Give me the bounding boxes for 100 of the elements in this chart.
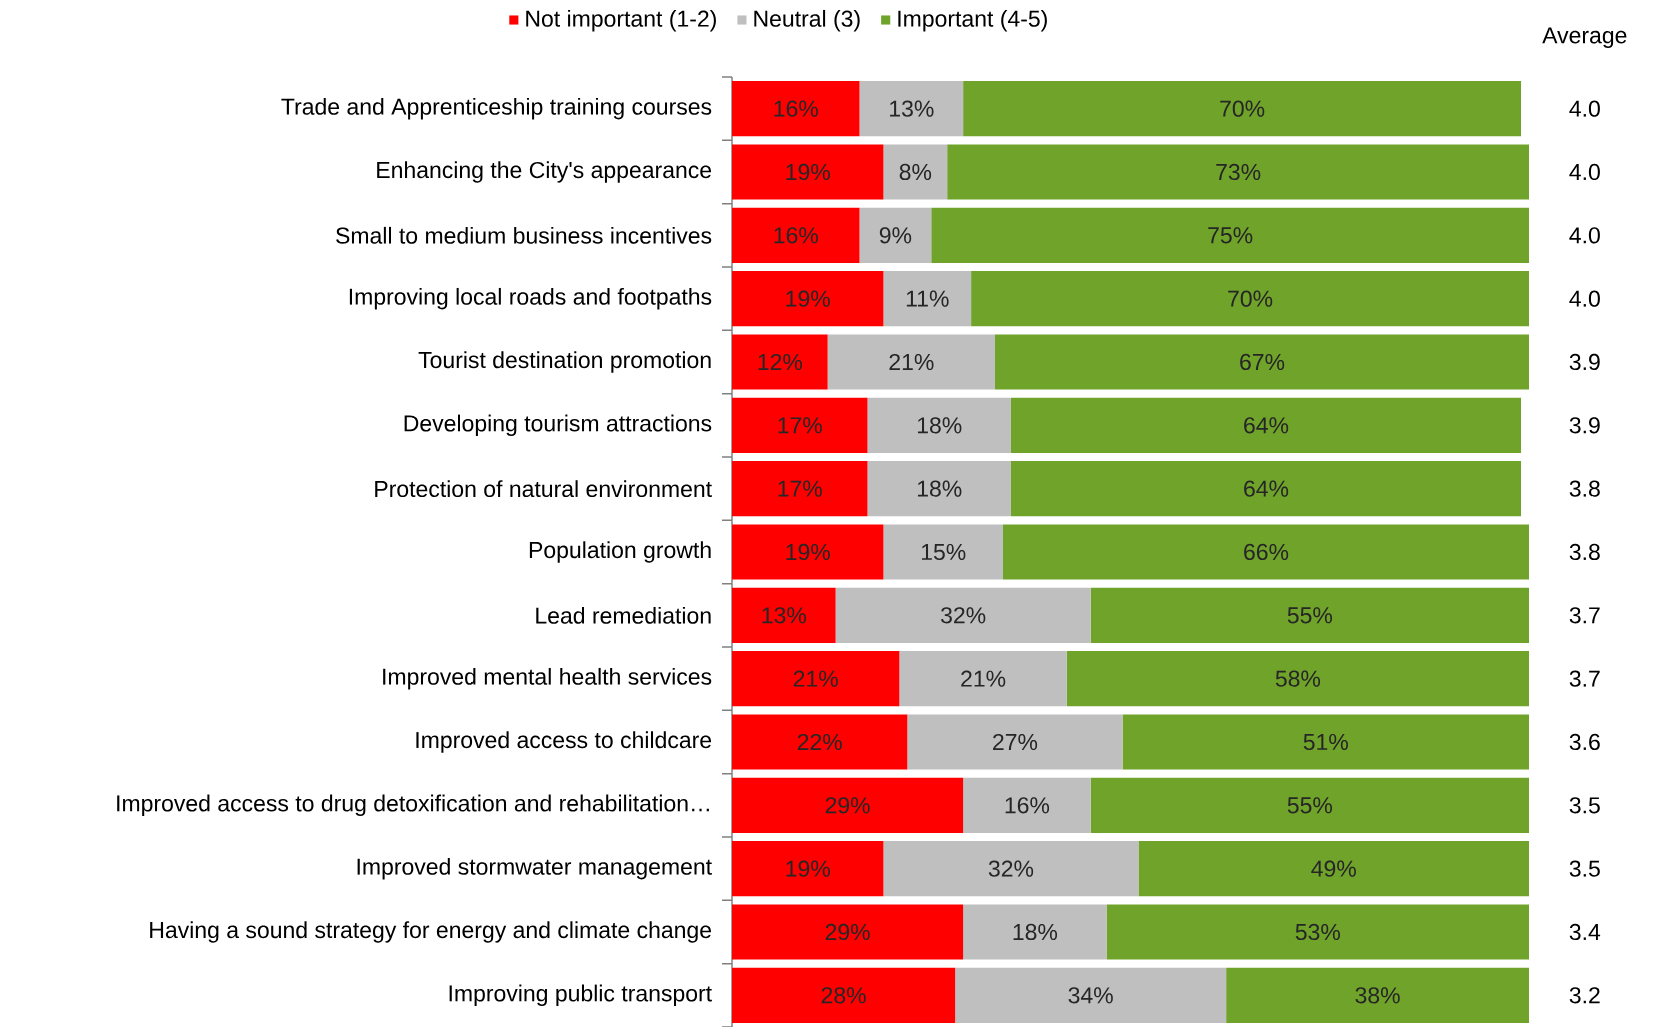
bar (1138, 841, 1529, 897)
bar (931, 207, 1529, 263)
data-label: 55% (1287, 607, 1333, 624)
data-label: 58% (1275, 670, 1321, 687)
data-label: 67% (1240, 353, 1285, 371)
bar (732, 651, 900, 707)
bar (732, 144, 884, 200)
bar (1002, 524, 1529, 580)
y-tick-label: Developing tourism attractions (404, 414, 712, 437)
text: 3.2 (1569, 987, 1600, 1004)
text: Average (1542, 27, 1627, 49)
bar (955, 967, 1227, 1023)
data-label: 49% (1311, 860, 1356, 877)
bar (1106, 904, 1529, 960)
data-label: 66% (1244, 543, 1289, 561)
data-label: 21% (793, 670, 838, 687)
bar (732, 334, 828, 390)
bar (732, 841, 884, 897)
y-tick-label: Improving local roads and footpaths (349, 287, 712, 310)
data-label: 51% (1303, 733, 1348, 751)
bar (732, 967, 956, 1023)
bar (963, 904, 1107, 960)
bar (732, 271, 884, 327)
bar (732, 397, 868, 453)
y-tick-label: Improved mental health services (383, 667, 712, 690)
data-label: 13% (762, 607, 807, 624)
data-label: 12% (758, 353, 803, 371)
bar (732, 207, 860, 263)
data-label: 34% (1068, 987, 1113, 1004)
data-label: 53% (1295, 923, 1340, 941)
data-label: 70% (1228, 290, 1273, 307)
data-label: 13% (890, 100, 934, 117)
data-label: 70% (1220, 100, 1265, 117)
bar (732, 777, 964, 833)
text: 3.5 (1569, 860, 1600, 877)
data-label: 32% (988, 860, 1034, 877)
bar (1122, 714, 1529, 770)
text: 3.5 (1569, 797, 1600, 814)
legend-label: Neutral (3) (754, 9, 860, 32)
bar (732, 904, 964, 960)
data-label: 18% (1013, 923, 1058, 941)
data-label: 29% (825, 923, 870, 941)
data-label: 21% (889, 353, 934, 371)
y-tick-label: Improving public transport (449, 984, 712, 1007)
bar (732, 524, 884, 580)
bar (907, 714, 1123, 770)
bar (867, 397, 1011, 453)
bar (947, 144, 1529, 200)
text: 3.8 (1569, 480, 1600, 497)
data-label: 8% (899, 163, 932, 181)
data-label: 27% (993, 733, 1038, 751)
bar (859, 207, 932, 263)
data-label: 28% (821, 987, 866, 1004)
bar (963, 777, 1091, 833)
data-label: 75% (1208, 227, 1253, 244)
text: 4.0 (1569, 100, 1600, 117)
data-label: 11% (906, 290, 949, 307)
bar (732, 714, 908, 770)
data-label: 15% (921, 543, 966, 561)
data-label: 18% (917, 417, 962, 434)
data-label: 18% (917, 480, 962, 497)
bar (732, 461, 868, 517)
bar (883, 144, 948, 200)
y-tick-label: Having a sound strategy for energy and climate change (150, 921, 712, 943)
data-label: 9% (879, 227, 912, 244)
data-label: 38% (1355, 987, 1400, 1004)
data-label: 64% (1244, 417, 1289, 434)
y-tick-label: Tourist destination promotion (418, 351, 711, 373)
data-label: 19% (786, 860, 830, 877)
text: 3.7 (1569, 670, 1600, 687)
bar (1010, 397, 1522, 453)
text: 3.9 (1569, 353, 1600, 371)
data-label: 16% (774, 227, 818, 244)
data-label: 29% (825, 797, 870, 814)
bar (732, 81, 860, 137)
text: 3.6 (1569, 733, 1600, 751)
data-label: 19% (786, 163, 830, 181)
data-label: 21% (961, 670, 1006, 687)
bar (883, 271, 972, 327)
data-label: 32% (941, 607, 986, 624)
legend-label: Important (4-5) (898, 9, 1047, 32)
bar (971, 271, 1529, 327)
text: 3.9 (1569, 417, 1600, 434)
text: 4.0 (1569, 290, 1600, 307)
bar (867, 461, 1011, 517)
data-label: 17% (778, 417, 822, 434)
text: 4.0 (1569, 227, 1600, 244)
bar (963, 81, 1522, 137)
bar (1010, 461, 1522, 517)
data-label: 17% (778, 480, 822, 497)
bar (827, 334, 996, 390)
data-label: 16% (1005, 797, 1050, 814)
y-tick-label: Population growth (529, 541, 711, 563)
text: 4.0 (1569, 163, 1600, 181)
y-tick-label: Protection of natural environment (375, 480, 712, 498)
data-label: 16% (774, 100, 818, 117)
bar (883, 841, 1139, 897)
data-label: 73% (1216, 163, 1261, 181)
bar (859, 81, 964, 137)
text: 3.8 (1569, 543, 1600, 561)
